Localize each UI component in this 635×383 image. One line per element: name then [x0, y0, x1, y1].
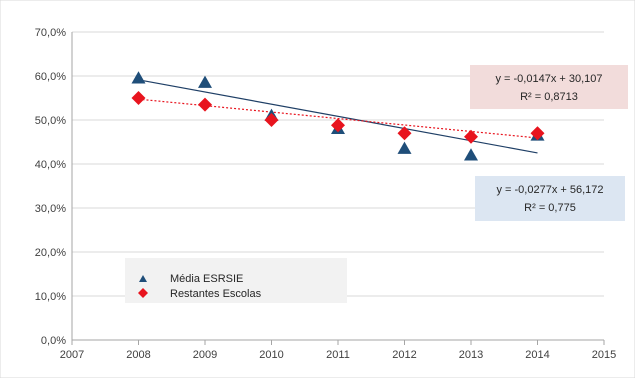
y-tick-label: 30,0%: [35, 203, 66, 215]
equation-box-restantes: y = -0,0147x + 30,107 R² = 0,8713: [470, 65, 628, 109]
data-point-restantes-2008: [131, 91, 146, 105]
data-point-media-2012: [397, 141, 412, 154]
data-points: [131, 71, 545, 161]
x-tick-label: 2009: [193, 349, 217, 361]
y-tick-label: 50,0%: [35, 115, 66, 127]
y-tick-label: 40,0%: [35, 159, 66, 171]
x-tick-label: 2014: [525, 349, 549, 361]
data-point-restantes-2012: [397, 126, 412, 141]
data-point-restantes-2014: [530, 126, 545, 141]
data-point-restantes-2010: [264, 113, 279, 127]
equation-media: y = -0,0277x + 56,172: [496, 184, 603, 196]
y-tick-label: 10,0%: [35, 291, 66, 303]
x-tick-label: 2013: [459, 349, 483, 361]
r-squared-restantes: R² = 0,8713: [520, 91, 578, 103]
legend-marker-restantes-diamond: [138, 288, 148, 298]
legend-background: [125, 258, 347, 303]
data-point-media-2013: [464, 148, 478, 161]
data-point-restantes-2013: [464, 129, 478, 144]
data-point-restantes-2011: [331, 118, 345, 133]
equation-box-media: y = -0,0277x + 56,172 R² = 0,775: [475, 176, 625, 221]
y-tick-label: 60,0%: [35, 71, 66, 83]
equation-box-blue-background: [475, 176, 625, 221]
x-tick-label: 2007: [60, 349, 84, 361]
x-tick-label: 2011: [326, 349, 350, 361]
r-squared-media: R² = 0,775: [524, 202, 576, 214]
data-point-restantes-2009: [198, 97, 212, 112]
axes: 0,0% 10,0% 20,0% 30,0% 40,0% 50,0% 60,0% 70,0% 2…: [35, 27, 616, 361]
legend-label-restantes: Restantes Escolas: [170, 288, 262, 300]
legend-marker-media-triangle: [139, 275, 147, 282]
data-point-media-2008: [131, 71, 146, 84]
x-tick-label: 2015: [592, 349, 616, 361]
equation-restantes: y = -0,0147x + 30,107: [495, 73, 602, 85]
x-tick-label: 2008: [126, 349, 150, 361]
x-tick-label: 2010: [259, 349, 283, 361]
x-tick-label: 2012: [392, 349, 416, 361]
y-tick-label: 0,0%: [41, 335, 66, 347]
equation-box-red-background: [470, 65, 628, 109]
legend: Média ESRSIE Restantes Escolas: [125, 258, 347, 303]
data-point-media-2009: [198, 75, 212, 88]
y-tick-label: 70,0%: [35, 27, 66, 39]
legend-label-media: Média ESRSIE: [170, 273, 243, 285]
y-tick-label: 20,0%: [35, 247, 66, 259]
